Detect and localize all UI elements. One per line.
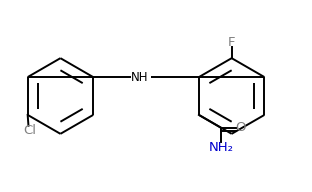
Text: F: F [228,36,236,49]
Text: NH: NH [131,71,149,84]
Text: NH₂: NH₂ [208,141,233,154]
Text: Cl: Cl [23,124,36,137]
Text: O: O [236,121,246,134]
